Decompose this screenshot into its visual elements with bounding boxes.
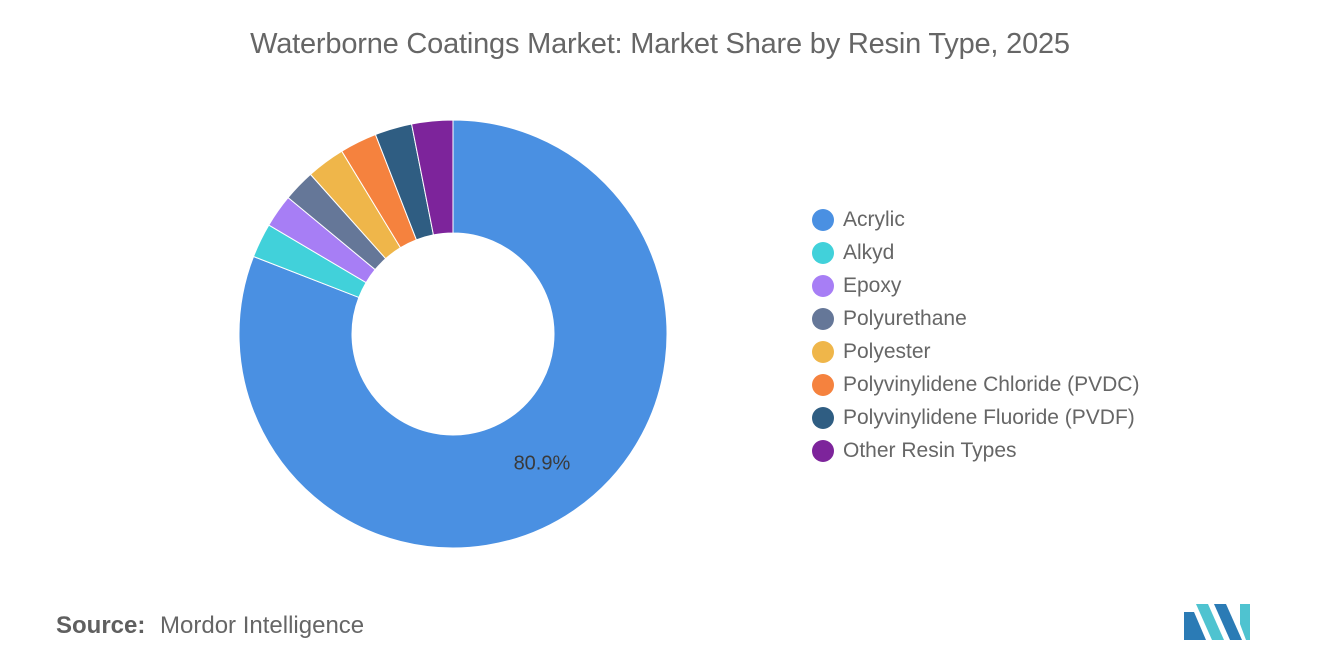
legend-label: Other Resin Types [843,438,1017,462]
legend-item: Acrylic [812,203,1139,236]
legend-item: Alkyd [812,236,1139,269]
legend-item: Polyurethane [812,302,1139,335]
legend-item: Polyvinylidene Chloride (PVDC) [812,368,1139,401]
legend-label: Acrylic [843,207,905,231]
mordor-intelligence-logo [1184,604,1250,640]
legend-label: Epoxy [843,273,902,297]
slice-other-resin-types [410,119,454,236]
legend: Acrylic Alkyd Epoxy Polyurethane Polyester Po… [812,203,1139,467]
donut-slices [238,119,668,549]
legend-swatch [812,340,834,363]
legend-swatch [812,307,834,330]
slice-acrylic [238,119,668,549]
source-label: Source: [56,612,146,639]
legend-swatch [812,439,834,462]
legend-swatch [812,373,834,396]
legend-swatch [812,274,834,297]
legend-label: Polyvinylidene Chloride (PVDC) [843,372,1140,396]
legend-label: Polyvinylidene Fluoride (PVDF) [843,405,1135,429]
legend-label: Alkyd [843,240,895,264]
slice-label: 80.9% [514,452,571,474]
legend-item: Polyvinylidene Fluoride (PVDF) [812,401,1139,434]
legend-item: Epoxy [812,269,1139,302]
source-note: Source: Mordor Intelligence [56,612,364,640]
legend-swatch [812,208,834,231]
legend-item: Polyester [812,335,1139,368]
source-text: Mordor Intelligence [160,612,365,639]
legend-swatch [812,241,834,264]
legend-item: Other Resin Types [812,434,1139,467]
legend-label: Polyurethane [843,306,967,330]
chart-title: Waterborne Coatings Market: Market Share… [250,28,1070,60]
legend-label: Polyester [843,339,931,363]
donut-slice-labels: 80.9% [514,452,571,474]
legend-swatch [812,406,834,429]
